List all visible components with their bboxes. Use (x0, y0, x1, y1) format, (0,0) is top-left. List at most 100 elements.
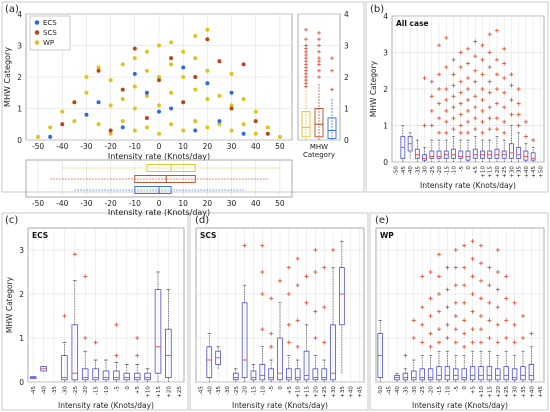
x-tick-label: +45 (538, 386, 544, 398)
scatter-point-wp (120, 62, 125, 67)
box-outlier (437, 327, 441, 332)
x-tick-label: -5 (459, 166, 465, 172)
box-outlier (458, 90, 463, 95)
scatter-point-wp (96, 65, 101, 70)
scatter-point-wp (157, 131, 161, 136)
box-outlier (521, 336, 525, 340)
box-outlier (487, 300, 492, 305)
box-outlier (330, 87, 334, 92)
box-outlier (114, 353, 119, 358)
box-outlier (313, 270, 318, 274)
x-tick-label: +10 (146, 386, 152, 398)
box-body (427, 368, 434, 381)
scatter-point-ecs (193, 128, 198, 133)
scatter-point-wp (205, 97, 210, 102)
box-body (422, 154, 427, 161)
x-tick-label: +40 (524, 166, 530, 178)
box-outlier (304, 37, 308, 41)
box-outlier (437, 116, 442, 121)
panel-label: SCS (200, 231, 216, 240)
x-tick-label: -45 (198, 386, 204, 396)
panel-label: ECS (32, 231, 48, 240)
box-outlier (494, 28, 499, 33)
scatter-point-wp (60, 109, 65, 114)
box-outlier (330, 56, 334, 60)
box-outlier (480, 130, 485, 135)
scatter-point-ecs (181, 65, 186, 70)
box-outlier (462, 331, 467, 336)
box-outlier (502, 90, 507, 95)
panel-c: (c) (1, 212, 189, 411)
box-outlier (304, 300, 309, 305)
box-outlier (462, 243, 467, 248)
scatter-point-wp (265, 125, 270, 130)
panel-b-frame (365, 1, 549, 193)
x-tick-label: -20 (437, 166, 443, 176)
scatter-point-wp (241, 122, 246, 127)
box-outlier (473, 105, 478, 110)
box-body (144, 372, 151, 381)
y-tick-label: 0 (383, 158, 388, 167)
x-tick-label: +15 (487, 386, 493, 398)
box-outlier (260, 327, 265, 332)
x-tick-label: 30 (227, 199, 237, 208)
box-outlier (466, 119, 470, 124)
x-tick-label: -20 (105, 199, 117, 208)
x-tick-label: 0 (466, 166, 472, 170)
box-outlier (495, 248, 500, 252)
box-outlier (304, 78, 308, 82)
box-outlier (453, 265, 458, 270)
x-axis-label: Intensity rate (Knots/day) (108, 152, 210, 161)
box-outlier (473, 39, 478, 44)
scatter-point-wp (253, 109, 258, 114)
box-outlier (429, 108, 434, 113)
scatter-point-ecs (120, 125, 125, 130)
box-outlier (458, 101, 463, 106)
panel-e-letter: (e) (375, 215, 389, 226)
scatter-point-scs (217, 59, 222, 64)
x-axis-label: Intensity rate (Knots/day) (412, 401, 508, 410)
box-outlier (495, 322, 500, 327)
legend-label-ecs: ECS (43, 19, 57, 27)
box-outlier (504, 336, 509, 340)
box-outlier (313, 248, 318, 252)
x-tick-label: 0 (462, 386, 468, 390)
box-outlier (437, 292, 441, 296)
x-tick-label: -40 (395, 386, 401, 396)
scatter-point-wp (181, 128, 186, 133)
box-outlier (451, 127, 456, 132)
scatter-point-wp (144, 68, 149, 73)
box-body (250, 370, 257, 381)
y-tick-label: 0 (344, 136, 349, 145)
box-outlier (269, 344, 274, 349)
x-tick-label: -40 (408, 166, 414, 176)
box-outlier (479, 327, 483, 332)
panel-d-letter: (d) (195, 215, 209, 226)
box-body (516, 146, 522, 159)
box-outlier (420, 322, 425, 327)
scatter-point-scs (60, 122, 65, 127)
box-body (92, 368, 99, 381)
box-body (503, 366, 509, 381)
x-tick-label: +20 (496, 386, 502, 398)
box-outlier (473, 79, 478, 84)
box-outlier (495, 287, 500, 292)
x-tick-label: +5 (135, 386, 141, 395)
box-outlier (437, 101, 442, 106)
box-outlier (479, 278, 483, 283)
box-outlier (458, 112, 463, 117)
box-body (429, 150, 435, 159)
x-tick-label: -40 (207, 386, 213, 396)
box-body (277, 337, 283, 381)
box-outlier (93, 340, 98, 345)
box-outlier (437, 72, 442, 77)
box-outlier (470, 327, 475, 332)
box-outlier (304, 53, 308, 57)
box-outlier (479, 296, 483, 301)
x-tick-label: -50 (32, 199, 44, 208)
box-outlier (260, 292, 265, 296)
y-tick-label: 3 (17, 42, 22, 51)
x-tick-label: 40 (251, 142, 261, 151)
box-body (339, 267, 345, 326)
box-outlier (479, 261, 483, 266)
